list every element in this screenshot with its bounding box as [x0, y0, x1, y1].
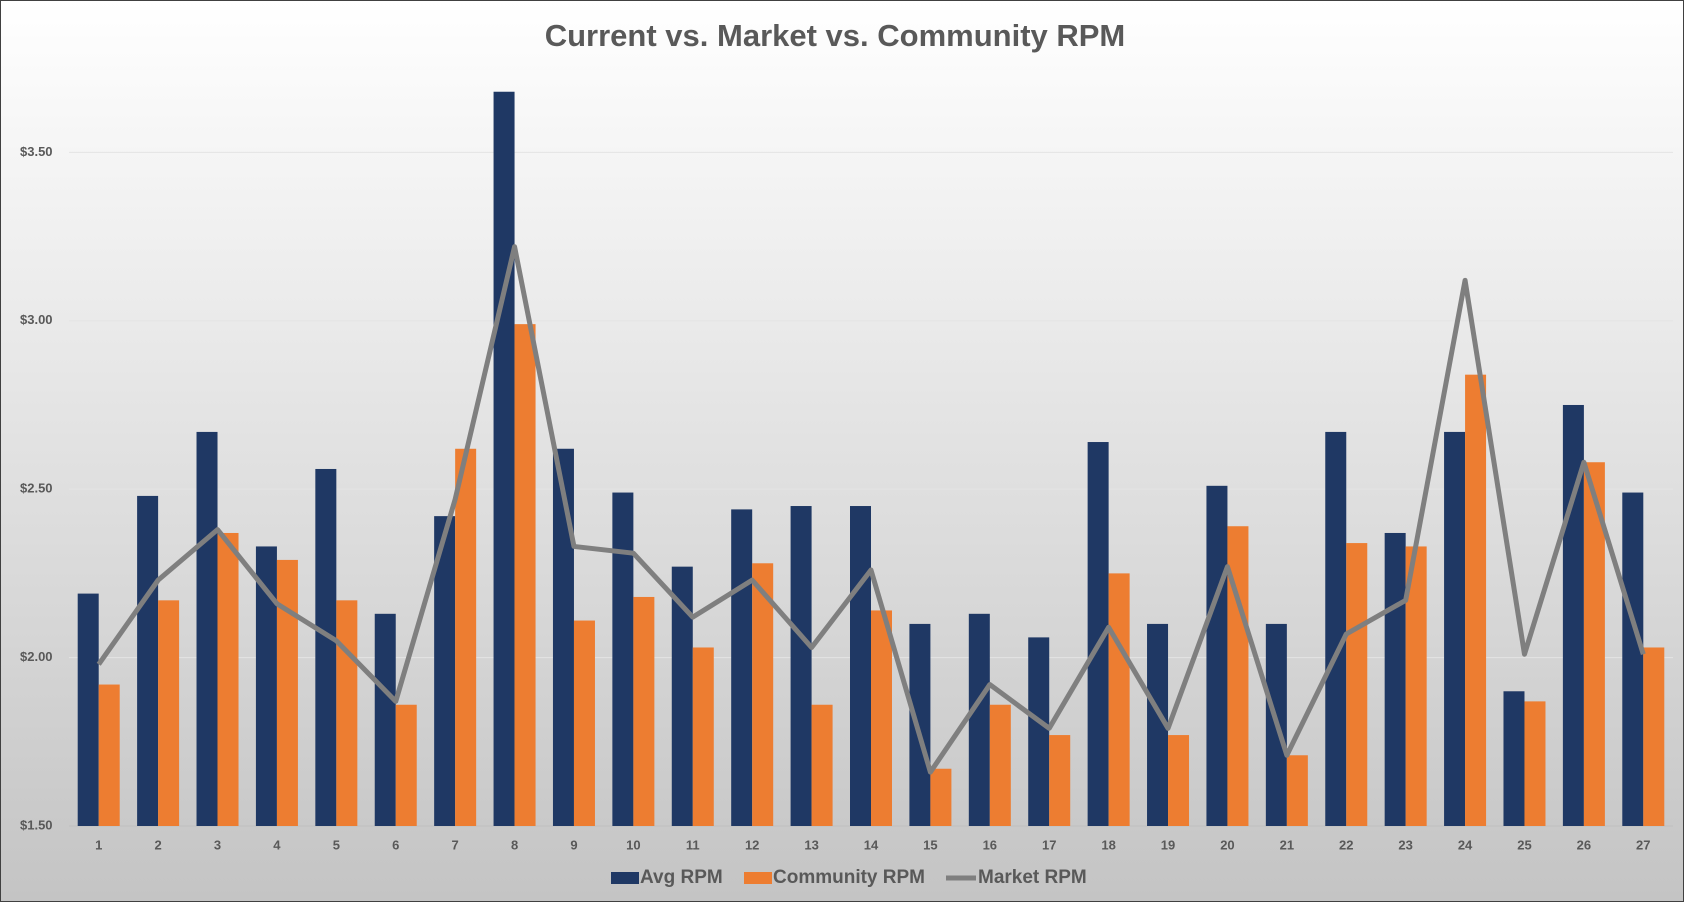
legend-label: Market RPM — [978, 867, 1087, 888]
bar — [1384, 532, 1406, 826]
bar — [98, 684, 120, 826]
y-tick-label: $2.00 — [20, 649, 53, 664]
bar — [1049, 735, 1071, 826]
x-tick-label: 25 — [1517, 837, 1531, 852]
y-tick-label: $3.00 — [20, 312, 53, 327]
y-tick-label: $1.50 — [20, 817, 53, 832]
bar — [196, 431, 218, 826]
bar — [1168, 735, 1190, 826]
bar — [1325, 431, 1347, 826]
bar — [158, 600, 180, 826]
bar — [434, 516, 456, 826]
bar — [1503, 691, 1525, 826]
x-tick-label: 19 — [1161, 837, 1175, 852]
bar — [552, 448, 574, 826]
bar — [1465, 374, 1487, 826]
bar — [514, 324, 536, 826]
bar — [811, 704, 833, 826]
x-tick-label: 22 — [1339, 837, 1353, 852]
x-tick-label: 16 — [983, 837, 997, 852]
bar — [731, 509, 753, 826]
x-tick-label: 1 — [95, 837, 102, 852]
x-tick-label: 21 — [1280, 837, 1294, 852]
x-tick-label: 3 — [214, 837, 221, 852]
bar — [692, 647, 714, 826]
bar — [1028, 637, 1050, 826]
bar — [77, 593, 99, 826]
legend-label: Community RPM — [773, 867, 925, 888]
x-tick-label: 27 — [1636, 837, 1650, 852]
bar — [336, 600, 358, 826]
bar — [989, 704, 1011, 826]
x-tick-label: 17 — [1042, 837, 1056, 852]
x-tick-label: 4 — [273, 837, 281, 852]
bar — [1643, 647, 1665, 826]
bar — [790, 506, 812, 826]
x-tick-label: 18 — [1101, 837, 1115, 852]
bar — [671, 566, 693, 826]
bar — [493, 91, 515, 826]
x-tick-label: 14 — [864, 837, 879, 852]
bar — [276, 559, 298, 826]
bar — [1087, 442, 1109, 826]
bar — [871, 610, 892, 826]
x-tick-label: 24 — [1458, 837, 1473, 852]
bar — [968, 613, 990, 826]
bar — [137, 495, 159, 826]
bar — [395, 704, 417, 826]
bar — [1444, 431, 1466, 826]
x-tick-label: 5 — [333, 837, 340, 852]
bar — [930, 768, 952, 826]
bar — [1622, 492, 1644, 826]
bar — [374, 613, 396, 826]
x-tick-label: 2 — [154, 837, 161, 852]
bar — [573, 620, 595, 826]
bar — [909, 623, 931, 826]
legend-swatch — [744, 872, 772, 884]
x-tick-label: 7 — [452, 837, 459, 852]
x-tick-label: 20 — [1220, 837, 1234, 852]
x-tick-label: 8 — [511, 837, 518, 852]
bar — [1206, 485, 1228, 826]
x-tick-label: 13 — [804, 837, 818, 852]
bar — [1346, 543, 1368, 826]
bar — [752, 563, 774, 826]
bar — [255, 546, 277, 826]
legend-label: Avg RPM — [640, 867, 723, 888]
x-tick-label: 10 — [626, 837, 640, 852]
bar — [1524, 701, 1546, 826]
bar — [633, 596, 655, 826]
x-tick-label: 12 — [745, 837, 759, 852]
bar — [1147, 623, 1169, 826]
y-tick-label: $3.50 — [20, 144, 53, 159]
bar — [612, 492, 634, 826]
bar — [1227, 526, 1249, 826]
x-tick-label: 11 — [686, 837, 700, 852]
chart-title: Current vs. Market vs. Community RPM — [545, 18, 1126, 53]
x-tick-label: 9 — [570, 837, 577, 852]
bar — [1108, 573, 1130, 826]
x-tick-label: 23 — [1398, 837, 1412, 852]
y-tick-label: $2.50 — [20, 481, 53, 496]
bar — [1583, 462, 1605, 826]
bar — [315, 468, 337, 826]
bar — [850, 506, 871, 826]
x-tick-label: 26 — [1577, 837, 1591, 852]
bar — [1286, 755, 1308, 826]
legend-swatch — [611, 872, 639, 884]
bar — [1405, 546, 1427, 826]
bar — [217, 532, 239, 826]
x-tick-label: 6 — [392, 837, 399, 852]
bar — [455, 448, 477, 826]
x-tick-label: 15 — [923, 837, 937, 852]
line — [96, 244, 1646, 775]
